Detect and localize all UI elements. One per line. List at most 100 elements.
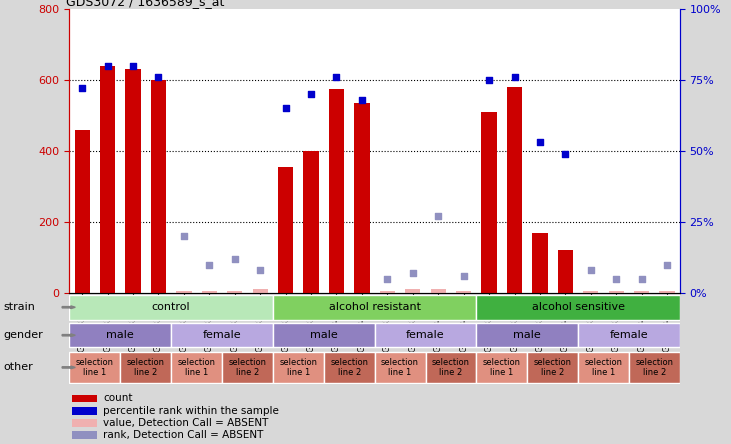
Point [509,74,520,81]
Text: rank, Detection Call = ABSENT: rank, Detection Call = ABSENT [103,430,263,440]
Text: percentile rank within the sample: percentile rank within the sample [103,406,279,416]
Bar [578,323,680,348]
Bar [176,291,192,293]
Bar [69,323,171,348]
Text: male: male [513,330,541,340]
Point [203,261,215,268]
Bar [425,352,477,383]
Bar [355,103,370,293]
Bar [227,291,243,293]
Bar [171,323,273,348]
Point [585,267,596,274]
Bar [329,89,344,293]
Bar [126,69,140,293]
Point [76,85,88,92]
Text: alcohol resistant: alcohol resistant [329,302,420,312]
Text: selection
line 1: selection line 1 [381,358,419,377]
Point [382,275,393,282]
Bar [253,289,268,293]
Bar [527,352,578,383]
Bar [75,130,90,293]
Text: count: count [103,393,132,404]
Bar [273,323,374,348]
Bar [477,323,578,348]
Point [610,275,622,282]
Text: selection
line 2: selection line 2 [229,358,267,377]
Bar [303,151,319,293]
Bar [374,323,477,348]
Point [559,150,571,157]
Point [356,96,368,103]
Text: control: control [152,302,191,312]
Point [636,275,648,282]
Bar [659,291,675,293]
Point [534,139,546,146]
Text: strain: strain [4,302,36,312]
Bar [405,289,420,293]
Bar [324,352,374,383]
Bar [69,295,273,320]
Bar [121,352,171,383]
Bar [100,66,115,293]
Text: female: female [202,330,241,340]
Text: selection
line 2: selection line 2 [126,358,164,377]
Text: value, Detection Call = ABSENT: value, Detection Call = ABSENT [103,418,268,428]
Bar [72,407,97,415]
Point [102,62,113,69]
Text: male: male [107,330,135,340]
Point [306,91,317,98]
Text: selection
line 2: selection line 2 [635,358,673,377]
Bar [273,295,477,320]
Point [178,233,190,240]
Text: selection
line 2: selection line 2 [432,358,470,377]
Bar [273,352,324,383]
Point [407,270,419,277]
Text: female: female [610,330,648,340]
Point [127,62,139,69]
Bar [72,431,97,439]
Text: gender: gender [4,330,43,340]
Point [153,74,164,81]
Text: selection
line 1: selection line 1 [482,358,520,377]
Bar [456,291,471,293]
Bar [629,352,680,383]
Bar [634,291,649,293]
Bar [477,352,527,383]
Point [254,267,266,274]
Bar [374,352,425,383]
Text: selection
line 1: selection line 1 [279,358,317,377]
Point [483,76,495,83]
Bar [558,250,573,293]
Bar [171,352,222,383]
Bar [482,112,496,293]
Text: male: male [310,330,338,340]
Text: female: female [406,330,445,340]
Bar [609,291,624,293]
Text: selection
line 2: selection line 2 [330,358,368,377]
Point [229,255,240,262]
Point [330,74,342,81]
Bar [222,352,273,383]
Point [432,213,444,220]
Bar [72,419,97,427]
Point [280,105,292,112]
Bar [151,80,166,293]
Text: selection
line 1: selection line 1 [76,358,114,377]
Bar [578,352,629,383]
Bar [278,167,293,293]
Bar [532,233,548,293]
Bar [72,395,97,402]
Text: other: other [4,362,34,373]
Bar [583,291,599,293]
Text: GDS3072 / 1636589_s_at: GDS3072 / 1636589_s_at [67,0,224,8]
Point [662,261,673,268]
Bar [379,291,395,293]
Text: alcohol sensitive: alcohol sensitive [531,302,624,312]
Bar [431,289,446,293]
Bar [477,295,680,320]
Text: selection
line 1: selection line 1 [178,358,216,377]
Bar [202,291,217,293]
Text: selection
line 1: selection line 1 [585,358,623,377]
Text: selection
line 2: selection line 2 [534,358,572,377]
Point [458,273,469,280]
